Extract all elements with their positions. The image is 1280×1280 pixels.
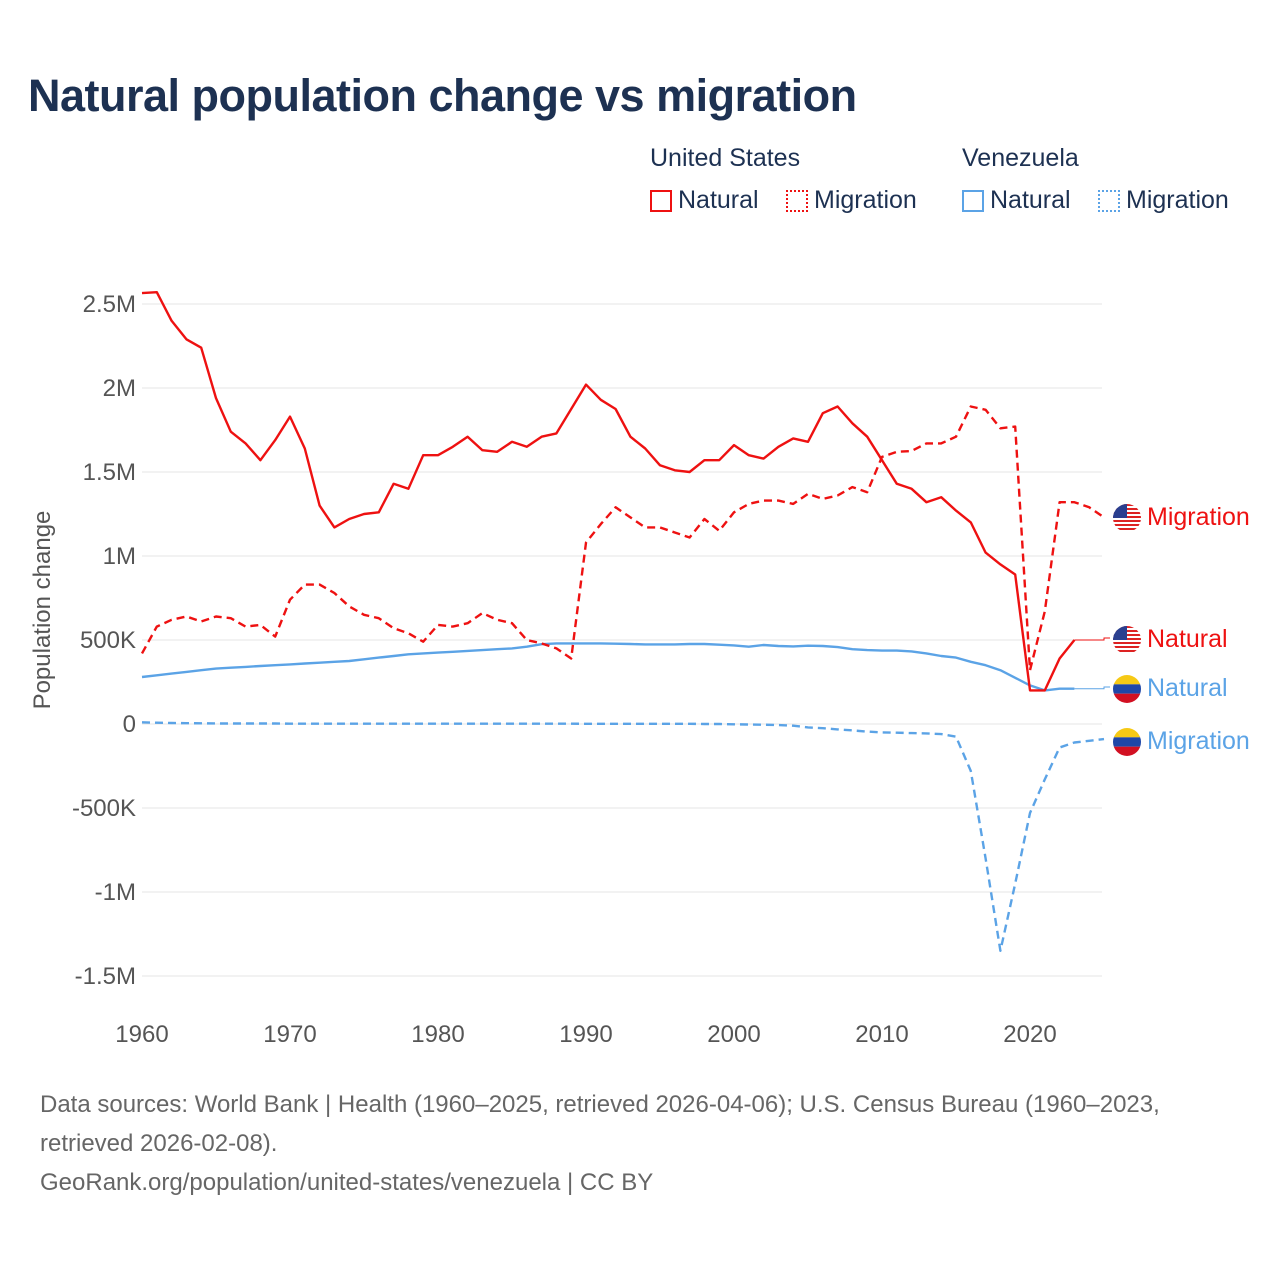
us-flag-icon <box>1113 626 1141 652</box>
y-tick-label: 1M <box>103 543 136 570</box>
y-tick-label: -500K <box>72 795 136 822</box>
x-tick-label: 1970 <box>263 1021 316 1048</box>
end-label-us-migration: Migration <box>1147 503 1250 531</box>
us-flag-icon <box>1113 504 1141 530</box>
label-connector <box>1074 686 1110 690</box>
solid-swatch-icon <box>650 189 672 212</box>
y-tick-label: 500K <box>80 627 136 654</box>
legend-ve-natural[interactable]: Natural <box>962 186 1071 215</box>
x-tick-label: 1960 <box>115 1021 168 1048</box>
legend-ve: Venezuela Natural Migration <box>962 144 1229 214</box>
venezuela-flag-icon <box>1113 675 1141 703</box>
y-tick-label: -1M <box>95 879 136 906</box>
series-line-ve-migration[interactable] <box>141 721 1105 952</box>
x-tick-label: 2020 <box>1003 1021 1056 1048</box>
legend-group-title: United States <box>650 144 801 172</box>
y-axis-label: Population change <box>29 511 56 710</box>
series-line-us-natural[interactable] <box>141 291 1076 692</box>
footer-sources: Data sources: World Bank | Health (1960–… <box>40 1091 1160 1118</box>
venezuela-flag-icon <box>1113 728 1141 756</box>
y-tick-label: -1.5M <box>75 963 136 990</box>
end-label-ve-natural: Natural <box>1147 674 1228 702</box>
chart-title: Natural population change vs migration <box>28 70 857 121</box>
series-line-us-migration[interactable] <box>140 405 1105 672</box>
legend-ve-migration[interactable]: Migration <box>1098 186 1229 215</box>
end-label-ve-migration: Migration <box>1147 727 1250 755</box>
x-tick-label: 1990 <box>559 1021 612 1048</box>
x-tick-label: 2010 <box>855 1021 908 1048</box>
footer-attribution[interactable]: GeoRank.org/population/united-states/ven… <box>40 1169 654 1196</box>
x-tick-label: 1980 <box>411 1021 464 1048</box>
dotted-swatch-icon <box>786 189 808 212</box>
y-tick-label: 1.5M <box>83 459 136 486</box>
footer-sources-cont: retrieved 2026-02-08). <box>40 1130 278 1157</box>
legend-us: United States Natural Migration <box>650 144 917 214</box>
dotted-swatch-icon <box>1098 189 1120 212</box>
legend-group-title: Venezuela <box>962 144 1079 172</box>
y-tick-label: 2.5M <box>83 291 136 318</box>
x-tick-label: 2000 <box>707 1021 760 1048</box>
y-tick-label: 0 <box>123 711 136 738</box>
end-label-us-natural: Natural <box>1147 625 1228 653</box>
y-tick-label: 2M <box>103 375 136 402</box>
legend-label: Migration <box>814 186 917 214</box>
series-line-ve-natural[interactable] <box>141 642 1075 692</box>
legend-label: Natural <box>678 186 759 214</box>
legend-us-migration[interactable]: Migration <box>786 186 917 215</box>
legend-label: Natural <box>990 186 1071 214</box>
label-connector <box>1074 637 1110 641</box>
legend-label: Migration <box>1126 186 1229 214</box>
plot-area: Population change 2.5M 2M 1.5M 1M 500K 0 -500K… <box>29 291 1250 1048</box>
footer: Data sources: World Bank | Health (1960–… <box>40 1085 1160 1202</box>
legend-us-natural[interactable]: Natural <box>650 186 759 215</box>
solid-swatch-icon <box>962 189 984 212</box>
